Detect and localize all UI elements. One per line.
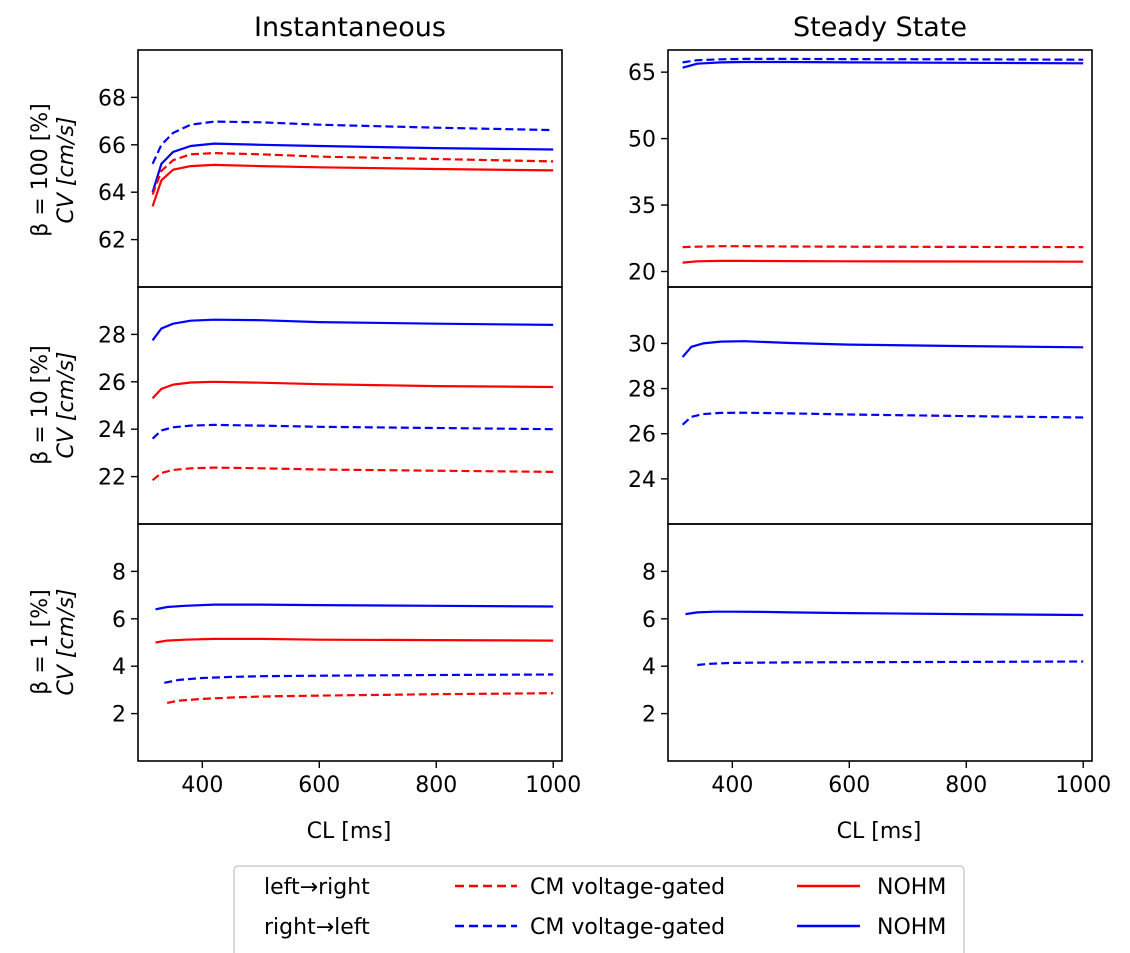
series-line-red-dashed xyxy=(151,466,554,482)
series-line-red-dashed xyxy=(682,245,1084,249)
row-label-cv: CV [cm/s] xyxy=(54,352,79,459)
x-axis-label-instantaneous: CL [ms] xyxy=(307,819,392,844)
legend-direction-left-right: left→right xyxy=(264,875,370,900)
y-tick-label: 20 xyxy=(628,260,656,285)
axes-frame xyxy=(667,523,1093,762)
x-tick-label: 800 xyxy=(945,773,987,798)
series-line-blue-dashed xyxy=(682,57,1084,64)
column-title-steady-state: Steady State xyxy=(793,12,967,43)
series-line-blue-solid xyxy=(685,610,1084,617)
y-tick-label: 66 xyxy=(98,134,126,159)
row-label-beta: β = 10 [%] xyxy=(28,345,53,465)
series-line-blue-solid xyxy=(681,340,1084,358)
row-label-cv: CV [cm/s] xyxy=(54,589,79,696)
x-tick-label: 400 xyxy=(181,773,223,798)
y-tick-label: 6 xyxy=(642,608,656,633)
legend-box xyxy=(233,865,965,953)
y-tick-label: 65 xyxy=(628,61,656,86)
y-tick-label: 8 xyxy=(642,560,656,585)
x-tick-label: 400 xyxy=(711,773,753,798)
row-label-beta-10: β = 10 [%] CV [cm/s] xyxy=(28,345,79,465)
subplot-instantaneous-row-1: 62 64 66 68 xyxy=(98,49,563,288)
legend: left→right right→left CM voltage-gated N… xyxy=(233,865,965,953)
series-line-blue-dashed xyxy=(164,673,554,684)
y-tick-label: 22 xyxy=(98,466,126,491)
series-line-red-solid xyxy=(682,259,1084,264)
subplot-steady-state-row-2: 24 26 28 30 xyxy=(628,286,1093,525)
legend-label-cm-voltage-gated: CM voltage-gated xyxy=(530,875,725,900)
x-axis-label-steady-state: CL [ms] xyxy=(837,819,922,844)
y-tick-label: 24 xyxy=(98,418,126,443)
y-tick-label: 2 xyxy=(642,703,656,728)
x-tick-label: 600 xyxy=(828,773,870,798)
subplot-instantaneous-row-3: 2 4 6 8 400 600 800 1000 xyxy=(112,523,581,798)
series-line-blue-solid xyxy=(151,142,554,193)
y-tick-label: 62 xyxy=(98,229,126,254)
x-tick-label: 1000 xyxy=(525,773,581,798)
row-label-beta: β = 1 [%] xyxy=(28,589,53,695)
y-tick-label: 28 xyxy=(98,323,126,348)
y-tick-label: 26 xyxy=(628,423,656,448)
y-tick-label: 28 xyxy=(628,378,656,403)
legend-label-cm-voltage-gated: CM voltage-gated xyxy=(530,915,725,940)
y-tick-label: 4 xyxy=(112,655,126,680)
y-tick-label: 68 xyxy=(98,86,126,111)
y-tick-label: 64 xyxy=(98,181,126,206)
y-tick-label: 4 xyxy=(642,655,656,680)
series-line-red-solid xyxy=(151,380,554,400)
y-tick-label: 2 xyxy=(112,703,126,728)
legend-direction-right-left: right→left xyxy=(264,915,370,940)
series-line-blue-solid xyxy=(151,318,554,341)
y-tick-label: 24 xyxy=(628,468,656,493)
y-tick-label: 30 xyxy=(628,332,656,357)
y-tick-label: 8 xyxy=(112,560,126,585)
series-line-blue-dashed xyxy=(151,120,554,165)
subplot-steady-state-row-1: 20 35 50 65 xyxy=(628,49,1093,288)
row-label-beta-100: β = 100 [%] CV [cm/s] xyxy=(28,103,79,237)
series-line-blue-solid xyxy=(682,60,1084,69)
series-line-blue-dashed xyxy=(681,411,1084,426)
series-line-red-dashed xyxy=(166,692,554,704)
series-line-blue-dashed xyxy=(697,660,1084,667)
x-tick-label: 800 xyxy=(415,773,457,798)
series-line-blue-solid xyxy=(155,603,554,611)
x-tick-label: 1000 xyxy=(1055,773,1111,798)
legend-label-nohm: NOHM xyxy=(877,915,946,940)
column-title-instantaneous: Instantaneous xyxy=(254,12,446,43)
row-label-beta: β = 100 [%] xyxy=(28,103,53,237)
y-tick-label: 26 xyxy=(98,371,126,396)
axes-frame xyxy=(137,523,563,762)
subplot-steady-state-row-3: 2 4 6 8 400 600 800 1000 xyxy=(642,523,1111,798)
series-line-red-solid xyxy=(151,163,554,207)
row-label-beta-1: β = 1 [%] CV [cm/s] xyxy=(28,589,79,696)
series-line-red-dashed xyxy=(151,152,554,195)
y-tick-label: 50 xyxy=(628,128,656,153)
y-tick-label: 6 xyxy=(112,608,126,633)
series-line-blue-dashed xyxy=(151,423,554,440)
axes-frame xyxy=(667,49,1093,288)
axes-frame xyxy=(667,286,1093,525)
x-tick-label: 600 xyxy=(298,773,340,798)
y-tick-label: 35 xyxy=(628,194,656,219)
legend-label-nohm: NOHM xyxy=(877,875,946,900)
subplot-instantaneous-row-2: 22 24 26 28 xyxy=(98,286,563,525)
series-line-red-solid xyxy=(155,637,554,644)
row-label-cv: CV [cm/s] xyxy=(54,117,79,224)
